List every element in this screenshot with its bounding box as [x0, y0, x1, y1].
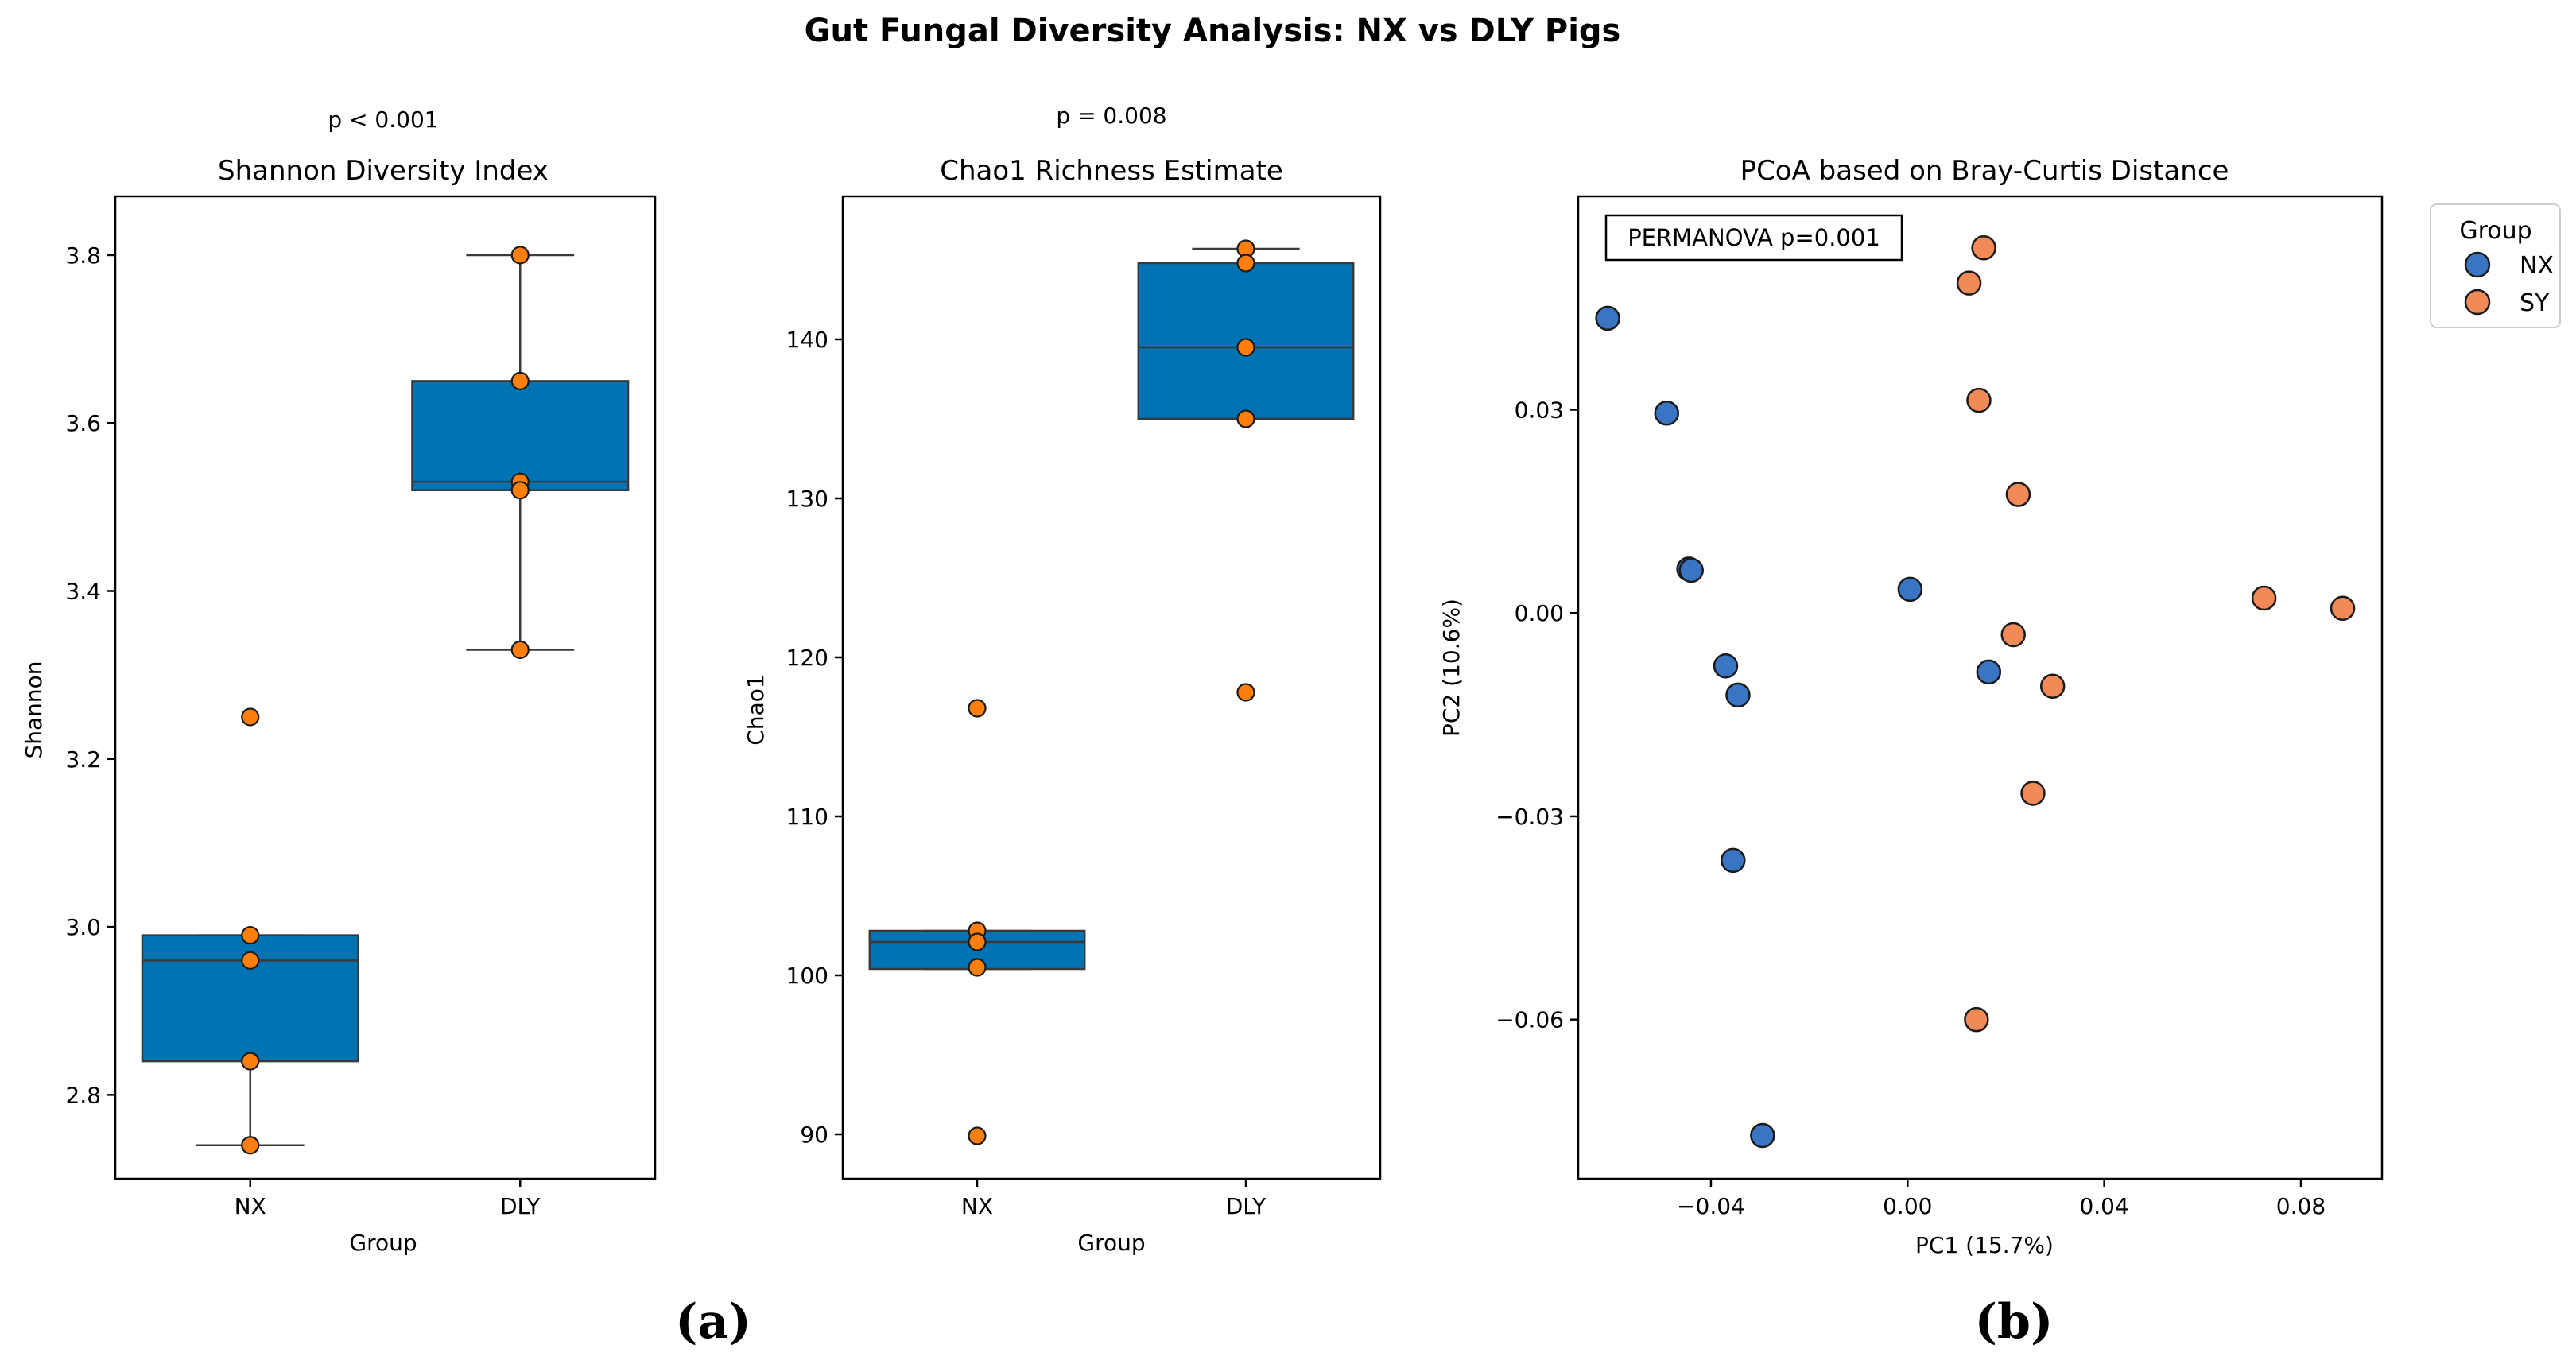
shannon-point: [241, 1052, 260, 1071]
chao1-xtick-label: NX: [961, 1193, 993, 1219]
permanova-text: PERMANOVA p=0.001: [1627, 224, 1880, 251]
legend-marker-nx: [2464, 251, 2491, 278]
pcoa-xtick-label: −0.04: [1677, 1193, 1745, 1219]
shannon-point: [510, 481, 530, 500]
chao1-ytick-label: 120: [786, 645, 828, 671]
pcoa-marks: [1595, 235, 2356, 1149]
legend-title: Group: [2459, 217, 2531, 245]
shannon-ytick-label: 3.8: [65, 242, 101, 269]
pcoa-point-nx: [1654, 401, 1680, 426]
shannon-point: [241, 707, 260, 727]
shannon-ytick-label: 3.4: [65, 579, 101, 605]
permanova-box: [1604, 214, 1903, 262]
shannon-xlabel: Group: [349, 1230, 417, 1256]
panel-label-a: (a): [675, 1294, 751, 1350]
chao1-point: [1236, 338, 1255, 357]
pcoa-ytick-label: −0.03: [1496, 804, 1564, 830]
pcoa-point-nx: [1750, 1122, 1775, 1149]
chao1-ytick-label: 110: [786, 804, 828, 830]
pcoa-ticks: −0.04 0.00 0.04 0.08 −0.06 −0.03 0.00 0.03: [1496, 397, 2326, 1219]
chao1-marks: [868, 239, 1355, 1145]
shannon-ytick-label: 3.6: [65, 410, 101, 436]
permanova-annotation: PERMANOVA p=0.001: [1604, 214, 1903, 262]
pcoa-point-nx: [1595, 305, 1620, 331]
pcoa-point-sy: [2330, 595, 2356, 622]
shannon-point: [510, 640, 530, 660]
pcoa-point-sy: [2039, 673, 2066, 700]
pcoa-ytick-label: −0.06: [1496, 1007, 1564, 1033]
shannon-box-dly: [411, 380, 630, 491]
pcoa-point-sy: [2251, 585, 2277, 611]
chao1-axes-frame: [841, 195, 1382, 1180]
chao1-point: [968, 699, 987, 718]
pcoa-axes-frame: [1577, 195, 2384, 1180]
shannon-marks: [141, 246, 630, 1155]
shannon-pvalue: p < 0.001: [328, 107, 438, 133]
pcoa-ytick-label: 0.03: [1515, 397, 1564, 424]
pcoa-point-sy: [1956, 270, 1982, 296]
pcoa-point-sy: [2005, 482, 2031, 507]
chao1-ylabel: Chao1: [743, 674, 769, 745]
shannon-point: [241, 951, 260, 970]
shannon-ytick-label: 3.2: [65, 746, 101, 773]
pcoa-xtick-label: 0.04: [2079, 1193, 2128, 1219]
shannon-point: [241, 926, 260, 945]
chao1-point: [1236, 254, 1255, 273]
legend-label-sy: SY: [2520, 289, 2550, 317]
pcoa-point-sy: [1971, 235, 1996, 261]
pcoa-xlabel: PC1 (15.7%): [1915, 1232, 2054, 1258]
pcoa-xtick-label: 0.08: [2276, 1193, 2326, 1219]
chao1-panel: p = 0.008 Chao1 Richness Estimate Group …: [743, 103, 1382, 1256]
legend-marker-sy: [2464, 289, 2491, 316]
pcoa-xtick-label: 0.00: [1883, 1193, 1932, 1219]
chao1-ytick-label: 90: [800, 1122, 828, 1148]
shannon-point: [510, 371, 530, 391]
pcoa-ylabel: PC2 (10.6%): [1438, 599, 1465, 737]
pcoa-point-sy: [1964, 1006, 1989, 1033]
pcoa-point-nx: [1713, 653, 1739, 679]
shannon-title: Shannon Diversity Index: [218, 155, 549, 187]
shannon-ticks: 2.8 3.0 3.2 3.4 3.6 3.8 NX DLY: [65, 242, 541, 1219]
pcoa-point-nx: [1976, 659, 2002, 685]
pcoa-point-nx: [1725, 682, 1751, 708]
chao1-point: [968, 932, 987, 951]
shannon-xtick-label: DLY: [500, 1193, 541, 1219]
shannon-ytick-label: 2.8: [65, 1082, 101, 1108]
panel-label-b: (b): [1975, 1294, 2054, 1350]
pcoa-point-nx: [1678, 557, 1704, 583]
shannon-axes-frame: [114, 195, 657, 1180]
legend-frame: [2430, 203, 2561, 328]
chao1-point: [1236, 683, 1255, 702]
chao1-pvalue: p = 0.008: [1056, 103, 1166, 129]
chao1-point: [968, 958, 987, 977]
chao1-title: Chao1 Richness Estimate: [940, 155, 1283, 187]
shannon-ylabel: Shannon: [21, 661, 47, 758]
figure-title: Gut Fungal Diversity Analysis: NX vs DLY…: [805, 13, 1621, 49]
legend: Group NX SY: [2430, 203, 2561, 328]
chao1-xlabel: Group: [1077, 1230, 1145, 1256]
pcoa-title: PCoA based on Bray-Curtis Distance: [1740, 155, 2229, 187]
pcoa-point-nx: [1897, 576, 1923, 603]
chao1-point: [968, 1126, 987, 1145]
pcoa-point-sy: [1966, 387, 1992, 413]
shannon-point: [241, 1136, 260, 1155]
shannon-xtick-label: NX: [235, 1193, 266, 1219]
shannon-point: [510, 246, 530, 265]
chao1-ytick-label: 130: [786, 486, 828, 512]
pcoa-panel: PCoA based on Bray-Curtis Distance PC1 (…: [1438, 155, 2384, 1258]
pcoa-point-sy: [2000, 622, 2026, 648]
chao1-ytick-label: 140: [786, 327, 828, 353]
shannon-ytick-label: 3.0: [65, 914, 101, 940]
chao1-xtick-label: DLY: [1226, 1193, 1267, 1219]
chao1-ytick-label: 100: [786, 963, 828, 989]
chao1-point: [1236, 409, 1255, 428]
pcoa-point-sy: [2020, 781, 2046, 806]
shannon-panel: p < 0.001 Shannon Diversity Index Group …: [21, 107, 657, 1256]
legend-label-nx: NX: [2520, 252, 2554, 280]
pcoa-ytick-label: 0.00: [1515, 600, 1564, 626]
chao1-ticks: 90 100 110 120 130 140 NX DLY: [786, 327, 1267, 1219]
pcoa-point-nx: [1721, 847, 1746, 874]
